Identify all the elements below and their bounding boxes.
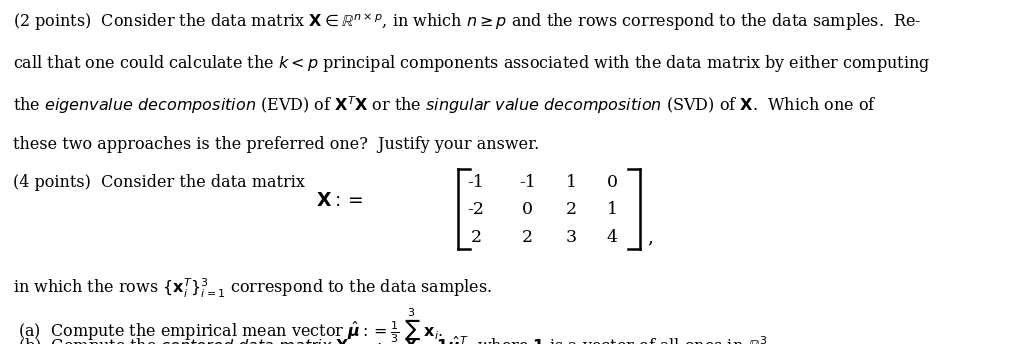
Text: $\mathbf{X} :=$: $\mathbf{X} :=$ [316,192,364,210]
Text: 2: 2 [471,229,481,246]
Text: 0: 0 [522,201,532,218]
Text: (2 points)  Consider the data matrix $\mathbf{X} \in \mathbb{R}^{n \times p}$, i: (2 points) Consider the data matrix $\ma… [13,12,922,33]
Text: 4: 4 [607,229,617,246]
Text: in which the rows $\{\mathbf{x}_i^T\}_{i=1}^3$ correspond to the data samples.: in which the rows $\{\mathbf{x}_i^T\}_{i… [13,277,493,300]
Text: -2: -2 [468,201,484,218]
Text: the $\mathit{eigenvalue\ decomposition}$ (EVD) of $\mathbf{X}^T\mathbf{X}$ or th: the $\mathit{eigenvalue\ decomposition}$… [13,95,877,116]
Text: 3: 3 [566,229,577,246]
Text: 2: 2 [522,229,532,246]
Text: these two approaches is the preferred one?  Justify your answer.: these two approaches is the preferred on… [13,136,540,153]
Text: -1: -1 [519,174,536,191]
Text: -1: -1 [468,174,484,191]
Text: 0: 0 [607,174,617,191]
Text: 1: 1 [607,201,617,218]
Text: (4 points)  Consider the data matrix: (4 points) Consider the data matrix [13,174,305,191]
Text: (b)  Compute the $\mathit{centered\ data\ matrix}$ $\mathbf{X}_{\mathrm{cent}} :: (b) Compute the $\mathit{centered\ data\… [13,335,773,344]
Text: 2: 2 [566,201,577,218]
Text: (a)  Compute the empirical mean vector $\hat{\boldsymbol{\mu}} := \frac{1}{3}\su: (a) Compute the empirical mean vector $\… [13,306,443,344]
Text: ,: , [647,228,653,246]
Text: call that one could calculate the $k < p$ principal components associated with t: call that one could calculate the $k < p… [13,53,931,74]
Text: 1: 1 [566,174,577,191]
